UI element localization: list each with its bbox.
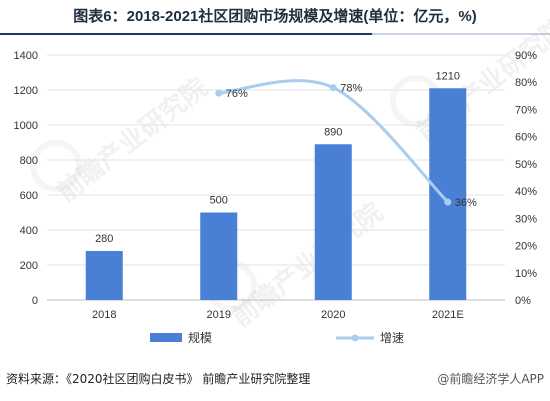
x-tick-label: 2018 (92, 309, 116, 321)
growth-point (444, 198, 452, 206)
y-left-tick-label: 1200 (14, 85, 38, 97)
title-rule (0, 33, 372, 35)
y-left-tick-label: 800 (20, 155, 38, 167)
growth-point (215, 89, 223, 97)
y-right-tick-label: 60% (515, 132, 537, 144)
y-left-tick-label: 1000 (14, 120, 38, 132)
watermark-logo (30, 140, 82, 192)
y-left-tick-label: 600 (20, 190, 38, 202)
combo-chart: 0 200 400 600 800 1000 1200 1400 0% 10% 20% 30% 40% 5… (14, 50, 538, 345)
y-right-tick-label: 20% (515, 241, 537, 253)
y-left-tick-label: 0 (32, 295, 38, 307)
legend-swatch-bar (150, 333, 182, 342)
bar-value-label: 890 (324, 126, 342, 138)
growth-value-label: 78% (340, 83, 362, 95)
y-right-tick-label: 50% (515, 159, 537, 171)
legend-marker (351, 334, 359, 342)
bar-value-label: 280 (95, 233, 113, 245)
bar-2020 (314, 144, 352, 300)
legend-label: 规模 (188, 330, 212, 345)
x-tick-label: 2020 (321, 309, 345, 321)
bar-2021E (429, 88, 467, 300)
x-tick-label: 2019 (207, 309, 231, 321)
y-right-tick-label: 40% (515, 186, 537, 198)
brand-watermark: @前瞻经济学人APP (437, 372, 544, 386)
y-right-tick-label: 80% (515, 77, 537, 89)
title-rule-accent (372, 33, 550, 35)
y-right-tick-label: 90% (515, 50, 537, 62)
legend-label: 增速 (380, 331, 404, 345)
bar-2019 (200, 212, 238, 300)
growth-value-label: 36% (455, 197, 477, 209)
growth-point (329, 84, 337, 92)
x-tick-label: 2021E (432, 309, 464, 321)
bar-value-label: 1210 (436, 70, 460, 82)
y-right-tick-label: 30% (515, 213, 537, 225)
y-left-tick-label: 1400 (14, 50, 38, 62)
y-right-tick-label: 10% (515, 268, 537, 280)
y-right-tick-label: 0% (515, 295, 531, 307)
y-left-tick-label: 200 (20, 260, 38, 272)
y-right-tick-label: 70% (515, 104, 537, 116)
chart-area: 0 200 400 600 800 1000 1200 1400 0% 10% 20% 30% 40% 5… (0, 38, 550, 360)
bar-2018 (85, 251, 123, 300)
growth-value-label: 76% (226, 88, 248, 100)
bar-value-label: 500 (210, 195, 228, 207)
source-note: 资料来源：《2020社区团购白皮书》 前瞻产业研究院整理 (6, 372, 311, 386)
chart-title: 图表6：2018-2021社区团购市场规模及增速(单位：亿元，%) (73, 8, 477, 25)
y-left-tick-label: 400 (20, 225, 38, 237)
